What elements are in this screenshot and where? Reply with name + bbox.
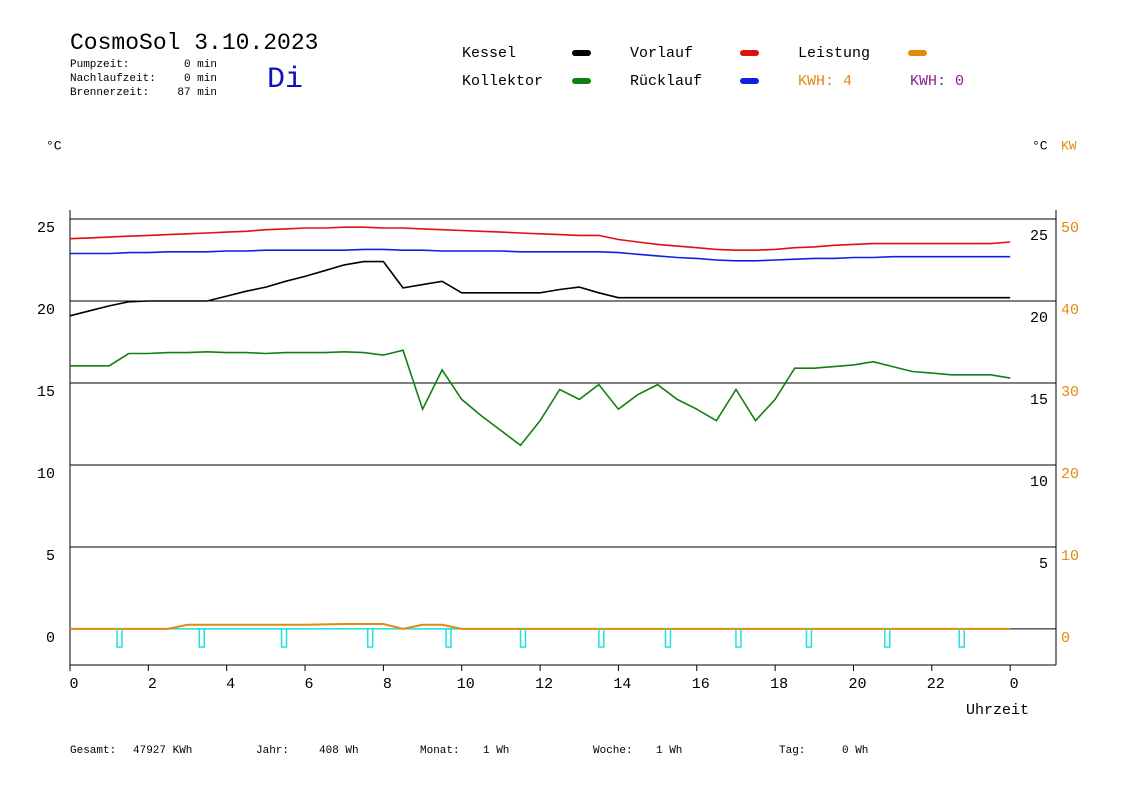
y2-tick-label: 30	[1061, 384, 1079, 401]
x-tick-label: 18	[770, 676, 788, 693]
legend-label: Vorlauf	[630, 45, 693, 62]
pump-pulse	[884, 628, 891, 648]
y-tick-label: 25	[37, 220, 55, 237]
series-line	[70, 248, 1011, 262]
x-tick-label: 2	[148, 676, 157, 693]
footer-value: 0 Wh	[842, 745, 868, 757]
kwh-label: KWH: 4	[798, 73, 852, 90]
x-tick-label: 22	[927, 676, 945, 693]
y-tick-label: 0	[46, 630, 55, 647]
kwh-label: KWH: 0	[910, 73, 964, 90]
y-right-tick-label: 25	[1030, 228, 1048, 245]
y-right-axis-label: °C	[1032, 138, 1048, 153]
y2-tick-label: 20	[1061, 466, 1079, 483]
footer-value: 47927 KWh	[133, 745, 192, 757]
series-line	[69, 260, 1011, 317]
pump-pulse	[598, 628, 605, 648]
pump-pulse	[805, 628, 813, 648]
y-right-tick-label: 5	[1039, 556, 1048, 573]
y2-axis-label: KW	[1061, 138, 1077, 153]
y-tick-label: 10	[37, 466, 55, 483]
x-tick-label: 6	[305, 676, 314, 693]
x-tick-label: 14	[613, 676, 631, 693]
x-tick-label: 10	[457, 676, 475, 693]
legend-label: Rücklauf	[630, 73, 702, 90]
y2-tick-label: 10	[1061, 548, 1079, 565]
y2-tick-label: 40	[1061, 302, 1079, 319]
series-line	[70, 623, 1011, 630]
legend-label: Leistung	[798, 45, 870, 62]
x-tick-label: 20	[848, 676, 866, 693]
stat-value: 87 min	[177, 87, 217, 99]
footer-value: 1 Wh	[656, 745, 682, 757]
legend-label: Kollektor	[462, 73, 543, 90]
footer-label: Gesamt:	[70, 745, 116, 757]
pump-pulse	[280, 628, 288, 648]
y-tick-label: 15	[37, 384, 55, 401]
x-tick-label: 16	[692, 676, 710, 693]
weekday: Di	[267, 63, 303, 97]
y-right-tick-label: 15	[1030, 392, 1048, 409]
legend-label: Kessel	[462, 45, 516, 62]
pump-pulse	[519, 628, 527, 648]
pump-pulse	[958, 628, 965, 648]
x-tick-label: 8	[383, 676, 392, 693]
footer-label: Woche:	[593, 745, 633, 757]
pump-pulse	[198, 628, 206, 648]
pump-pulse	[735, 628, 742, 648]
y-right-tick-label: 10	[1030, 474, 1048, 491]
pump-pulse	[366, 628, 374, 648]
y-right-tick-label: 20	[1030, 310, 1048, 327]
y-tick-label: 20	[37, 302, 55, 319]
series-line	[69, 226, 1011, 251]
x-tick-label: 0	[69, 676, 78, 693]
y2-tick-label: 50	[1061, 220, 1079, 237]
footer-value: 1 Wh	[483, 745, 509, 757]
chart-title: CosmoSol 3.10.2023	[70, 30, 318, 56]
footer-label: Monat:	[420, 745, 460, 757]
pump-pulse	[664, 628, 672, 648]
x-tick-label: 4	[226, 676, 235, 693]
stat-label: Pumpzeit:	[70, 59, 129, 71]
x-axis-label: Uhrzeit	[966, 702, 1029, 719]
stat-value: 0 min	[184, 59, 217, 71]
series-line	[70, 349, 1011, 447]
footer-value: 408 Wh	[319, 745, 359, 757]
x-tick-label: 12	[535, 676, 553, 693]
stat-label: Brennerzeit:	[70, 87, 149, 99]
footer-label: Jahr:	[256, 745, 289, 757]
pump-pulse	[116, 628, 123, 648]
pump-pulse	[445, 628, 452, 648]
y-tick-label: 5	[46, 548, 55, 565]
y-axis-label: °C	[46, 138, 62, 153]
stat-value: 0 min	[184, 73, 217, 85]
x-tick-label: 0	[1010, 676, 1019, 693]
y2-tick-label: 0	[1061, 630, 1070, 647]
stat-label: Nachlaufzeit:	[70, 73, 156, 85]
footer-label: Tag:	[779, 745, 805, 757]
